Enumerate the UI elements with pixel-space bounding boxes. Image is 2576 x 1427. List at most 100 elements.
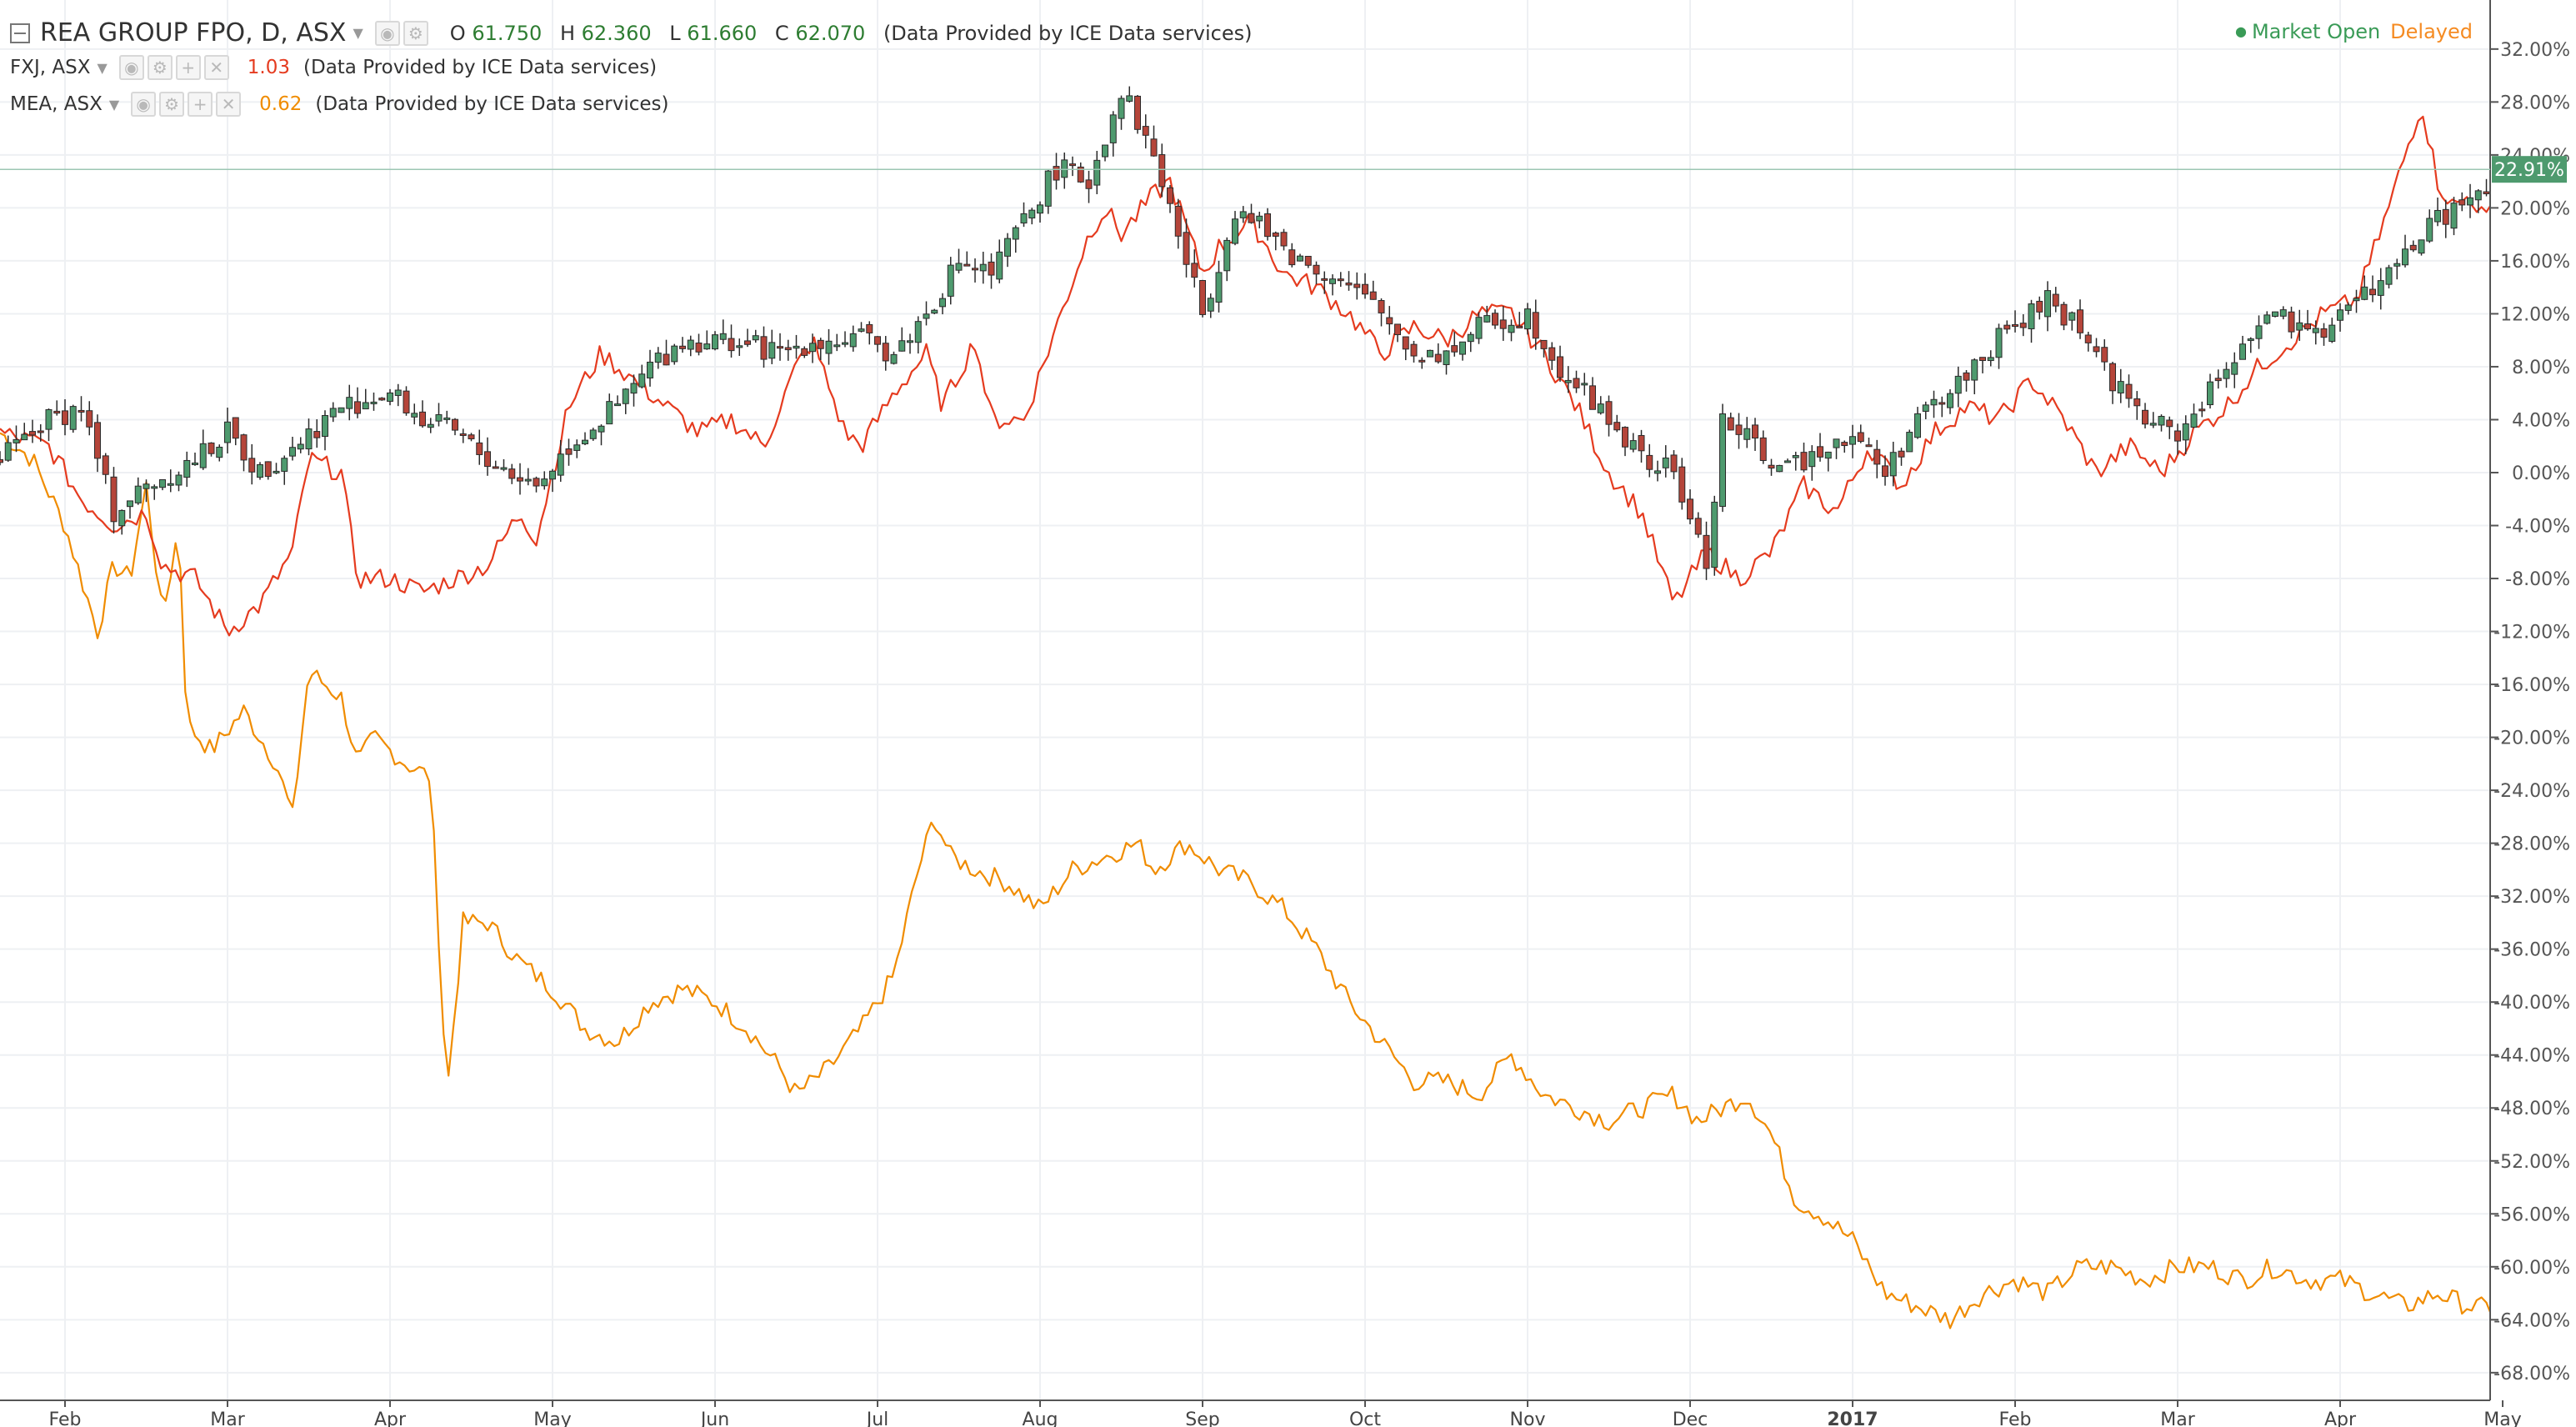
y-tick-label: -64.00% [2493,1310,2570,1331]
candle-body [1759,437,1767,461]
plus-icon[interactable]: + [188,92,213,117]
candle-body [2337,309,2343,321]
candle-body [582,439,588,444]
candle-body [1719,413,1726,508]
candle-body [1727,417,1734,431]
eye-icon[interactable]: ◉ [131,92,157,117]
candle-body [45,408,53,430]
legend-compare-mea[interactable]: MEA, ASX ▼ ◉ ⚙ + ✕ 0.62 (Data Provided b… [10,92,669,117]
candle-body [817,339,824,349]
candle-body [1174,205,1182,237]
candle-body [1378,300,1385,313]
candle-body [1508,324,1515,333]
candle-body [1947,393,1953,408]
candle-body [712,334,718,350]
y-tick-label: 20.00% [2500,198,2570,219]
candle-body [1313,264,1320,275]
x-tick-label: Apr [2324,1409,2357,1427]
candle-body [69,406,77,430]
candle-body [1069,163,1076,167]
fxj-symbol[interactable]: FXJ, ASX [10,57,91,78]
candle-body [257,463,263,478]
candle-body [118,509,126,527]
candle-body [1930,398,1938,406]
x-tick-label: Dec [1673,1409,1708,1427]
chevron-down-icon[interactable]: ▼ [353,25,363,41]
candle-body [1427,349,1433,358]
candle-body [2158,415,2165,426]
candle-body [1882,465,1888,478]
chevron-down-icon[interactable]: ▼ [108,96,120,113]
candle-body [459,433,467,436]
candle-body [468,434,475,439]
plus-icon[interactable]: + [175,55,201,80]
close-icon[interactable]: ✕ [216,92,242,117]
y-tick-label: -48.00% [2493,1099,2570,1119]
candle-body [1109,114,1117,143]
y-tick-label: -8.00% [2505,569,2570,590]
close-icon[interactable]: ✕ [203,55,229,80]
candle-body [411,413,418,418]
candle-body [2344,304,2352,311]
fxj-line [0,115,2497,637]
gear-icon[interactable]: ⚙ [403,20,428,46]
time-axis[interactable]: Feb Mar Apr May Jun Jul Aug Sep Oct Nov Dec 2017 Feb… [0,1399,2522,1427]
main-symbol[interactable]: REA GROUP FPO, D, ASX [40,18,347,48]
candle-body [1369,291,1377,300]
chevron-down-icon[interactable]: ▼ [97,59,108,76]
legend-main-row[interactable]: REA GROUP FPO, D, ASX ▼ ◉ ⚙ O 61.750 H 6… [10,18,1253,48]
candle-body [1670,454,1678,473]
candle-body [1752,424,1758,439]
mea-symbol[interactable]: MEA, ASX [10,93,103,115]
x-tick-label: Apr [374,1409,407,1427]
candle-body [2458,199,2466,206]
fxj-value: 1.03 [247,57,291,78]
candle-body [728,338,735,352]
eye-icon[interactable]: ◉ [118,55,144,80]
market-status: ● Market Open Delayed [2235,20,2473,43]
candle-body [695,343,703,353]
candle-body [2239,343,2246,360]
candle-body [1548,347,1556,361]
candle-body [322,414,328,438]
candle-body [1199,279,1206,315]
candle-body [1037,204,1043,214]
candle-body [1085,179,1093,189]
candle-body [240,434,248,461]
y-tick-label: -32.00% [2493,887,2570,908]
candle-body [1800,452,1808,471]
candle-body [1889,452,1897,477]
candle-body [1979,357,1986,362]
candle-body [2223,368,2230,379]
candle-body [874,336,881,345]
collapse-icon[interactable] [10,23,30,43]
candle-body [1784,460,1791,463]
candle-body [1362,283,1368,295]
gear-icon[interactable]: ⚙ [159,92,185,117]
y-tick-label: -16.00% [2493,675,2570,696]
candle-body [687,339,694,350]
candle-body [1776,464,1783,473]
candle-body [768,342,776,359]
candle-body [517,477,523,482]
candle-body [403,390,410,413]
candle-body [2182,423,2189,441]
low-label: L [669,21,681,45]
eye-icon[interactable]: ◉ [374,20,400,46]
candle-body [923,313,930,319]
candle-body [2060,303,2068,326]
candle-body [1898,450,1905,458]
price-axis[interactable]: 32.00%28.00%24.00%20.00%16.00%12.00%8.00… [2489,0,2576,1427]
candle-body [1475,317,1483,339]
candle-body [2296,322,2303,331]
gear-icon[interactable]: ⚙ [147,55,173,80]
candle-body [2328,324,2336,343]
y-tick-label: 0.00% [2512,463,2570,484]
candle-body [598,425,605,433]
legend-compare-fxj[interactable]: FXJ, ASX ▼ ◉ ⚙ + ✕ 1.03 (Data Provided b… [10,55,657,80]
candle-body [988,261,995,276]
candle-body [2304,323,2311,330]
candle-body [378,398,386,401]
candle-body [1467,333,1474,343]
